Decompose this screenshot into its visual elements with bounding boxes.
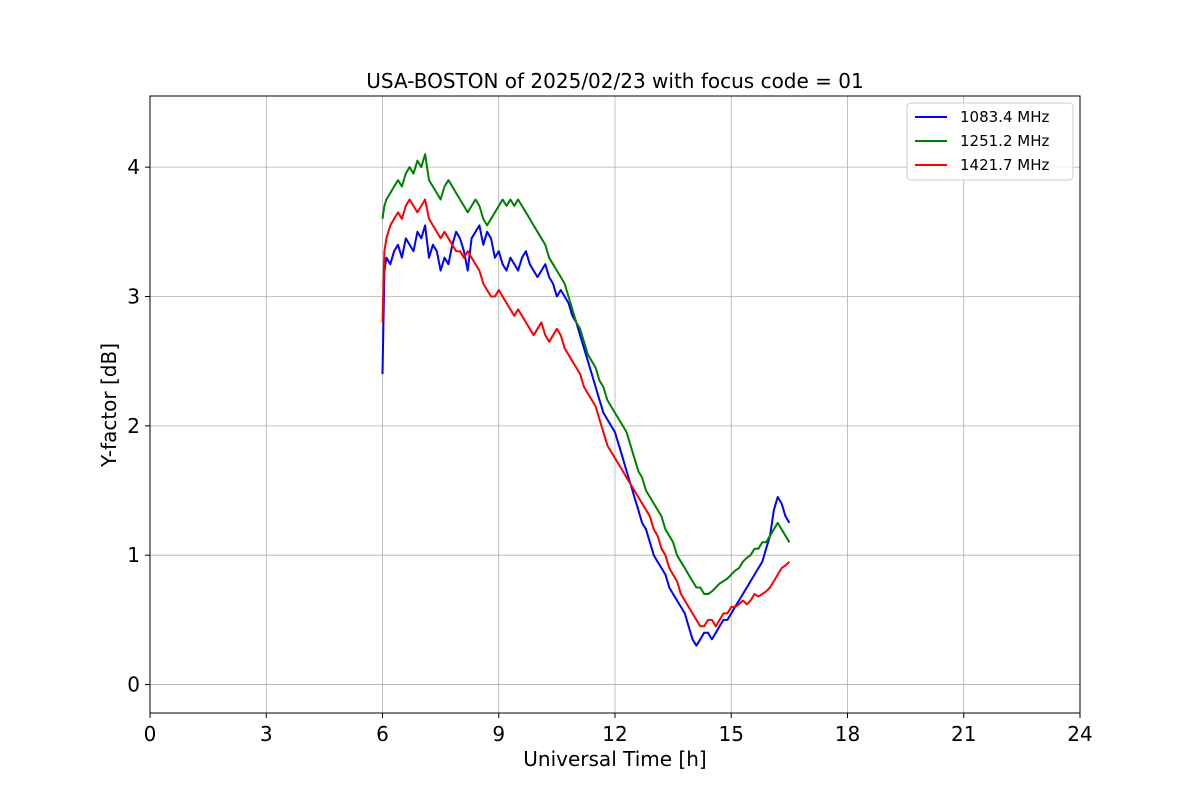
- x-tick-label: 21: [951, 722, 976, 746]
- x-axis-label: Universal Time [h]: [523, 747, 706, 771]
- x-tick-label: 6: [376, 722, 389, 746]
- x-tick-label: 24: [1067, 722, 1092, 746]
- x-tick-label: 0: [144, 722, 157, 746]
- y-tick-label: 2: [127, 414, 140, 438]
- x-tick-label: 9: [492, 722, 505, 746]
- x-axis: 0 3 6 9 12 15 18 21 24: [144, 713, 1093, 746]
- series-line-1: [381, 224, 791, 647]
- legend: 1083.4 MHz 1251.2 MHz 1421.7 MHz: [906, 102, 1074, 181]
- series-line-3: [381, 198, 791, 628]
- y-tick-label: 0: [127, 673, 140, 697]
- legend-label: 1083.4 MHz: [960, 108, 1049, 126]
- x-tick-label: 15: [719, 722, 744, 746]
- y-axis-label: Y-factor [dB]: [97, 343, 121, 468]
- legend-label: 1251.2 MHz: [960, 132, 1049, 150]
- y-axis: 0 1 2 3 4: [127, 155, 150, 697]
- series-line-2: [381, 153, 791, 595]
- legend-frame: [906, 102, 1074, 181]
- chart-title: USA-BOSTON of 2025/02/23 with focus code…: [366, 69, 863, 93]
- x-tick-label: 18: [835, 722, 860, 746]
- legend-label: 1421.7 MHz: [960, 156, 1049, 174]
- y-tick-label: 3: [127, 284, 140, 308]
- x-tick-label: 12: [602, 722, 627, 746]
- plot-area: [381, 153, 791, 647]
- y-tick-label: 1: [127, 543, 140, 567]
- x-tick-label: 3: [260, 722, 273, 746]
- y-tick-label: 4: [127, 155, 140, 179]
